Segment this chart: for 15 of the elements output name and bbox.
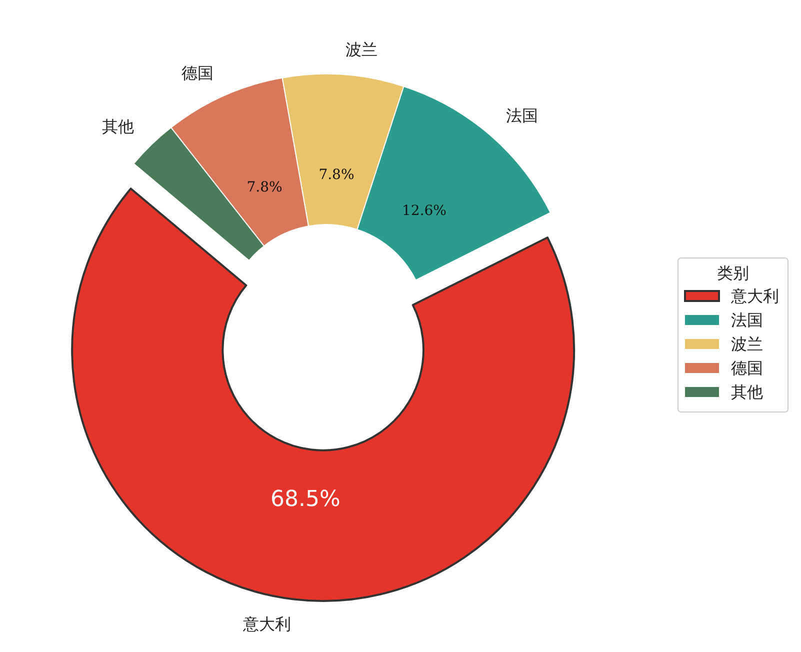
legend-label: 意大利 [730,286,779,306]
slice-label: 德国 [181,63,214,82]
data-label: 12.6% [402,202,446,219]
slice-label: 法国 [506,106,538,126]
legend-label: 德国 [731,358,763,378]
legend-title: 类别 [717,264,749,282]
data-label: 68.5% [270,487,340,512]
legend-label: 其他 [731,382,763,402]
legend-label: 波兰 [731,334,763,354]
data-label: 7.8% [246,180,282,196]
slice-label: 其他 [102,117,134,136]
data-label: 7.8% [318,166,354,183]
slice-label: 波兰 [345,40,378,60]
legend-label: 法国 [731,310,763,330]
slice-label: 意大利 [242,614,291,634]
